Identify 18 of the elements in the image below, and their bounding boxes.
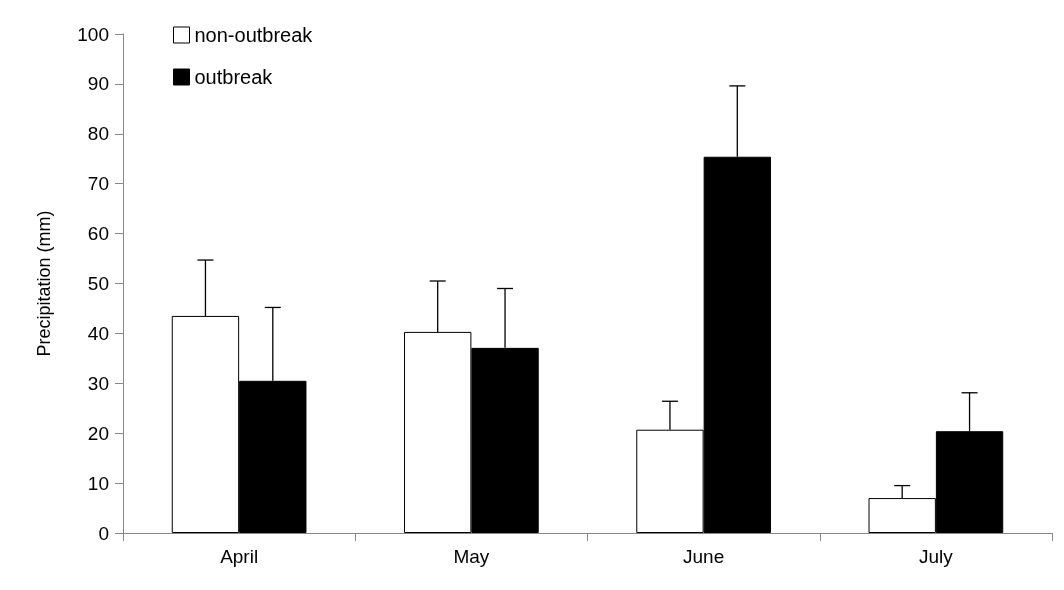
x-tick-label: May	[453, 546, 490, 567]
y-tick-label: 100	[77, 23, 109, 45]
y-axis-title: Precipitation (mm)	[34, 210, 54, 357]
y-tick-label: 40	[87, 322, 109, 344]
y-tick-label: 30	[87, 372, 109, 394]
y-tick-label: 60	[87, 223, 109, 245]
legend-label: outbreak	[194, 66, 274, 88]
y-tick-label: 10	[87, 472, 109, 494]
y-tick-label: 0	[98, 522, 109, 544]
x-tick-label: July	[918, 546, 954, 567]
y-tick-label: 70	[87, 173, 109, 195]
x-tick-label: June	[683, 546, 725, 567]
y-tick-label: 90	[87, 73, 109, 95]
x-tick-label: April	[220, 546, 259, 567]
y-tick-label: 80	[87, 123, 109, 145]
y-tick-label: 50	[87, 273, 109, 294]
legend-label: non-outbreak	[194, 24, 314, 46]
y-tick-label: 20	[87, 422, 109, 444]
